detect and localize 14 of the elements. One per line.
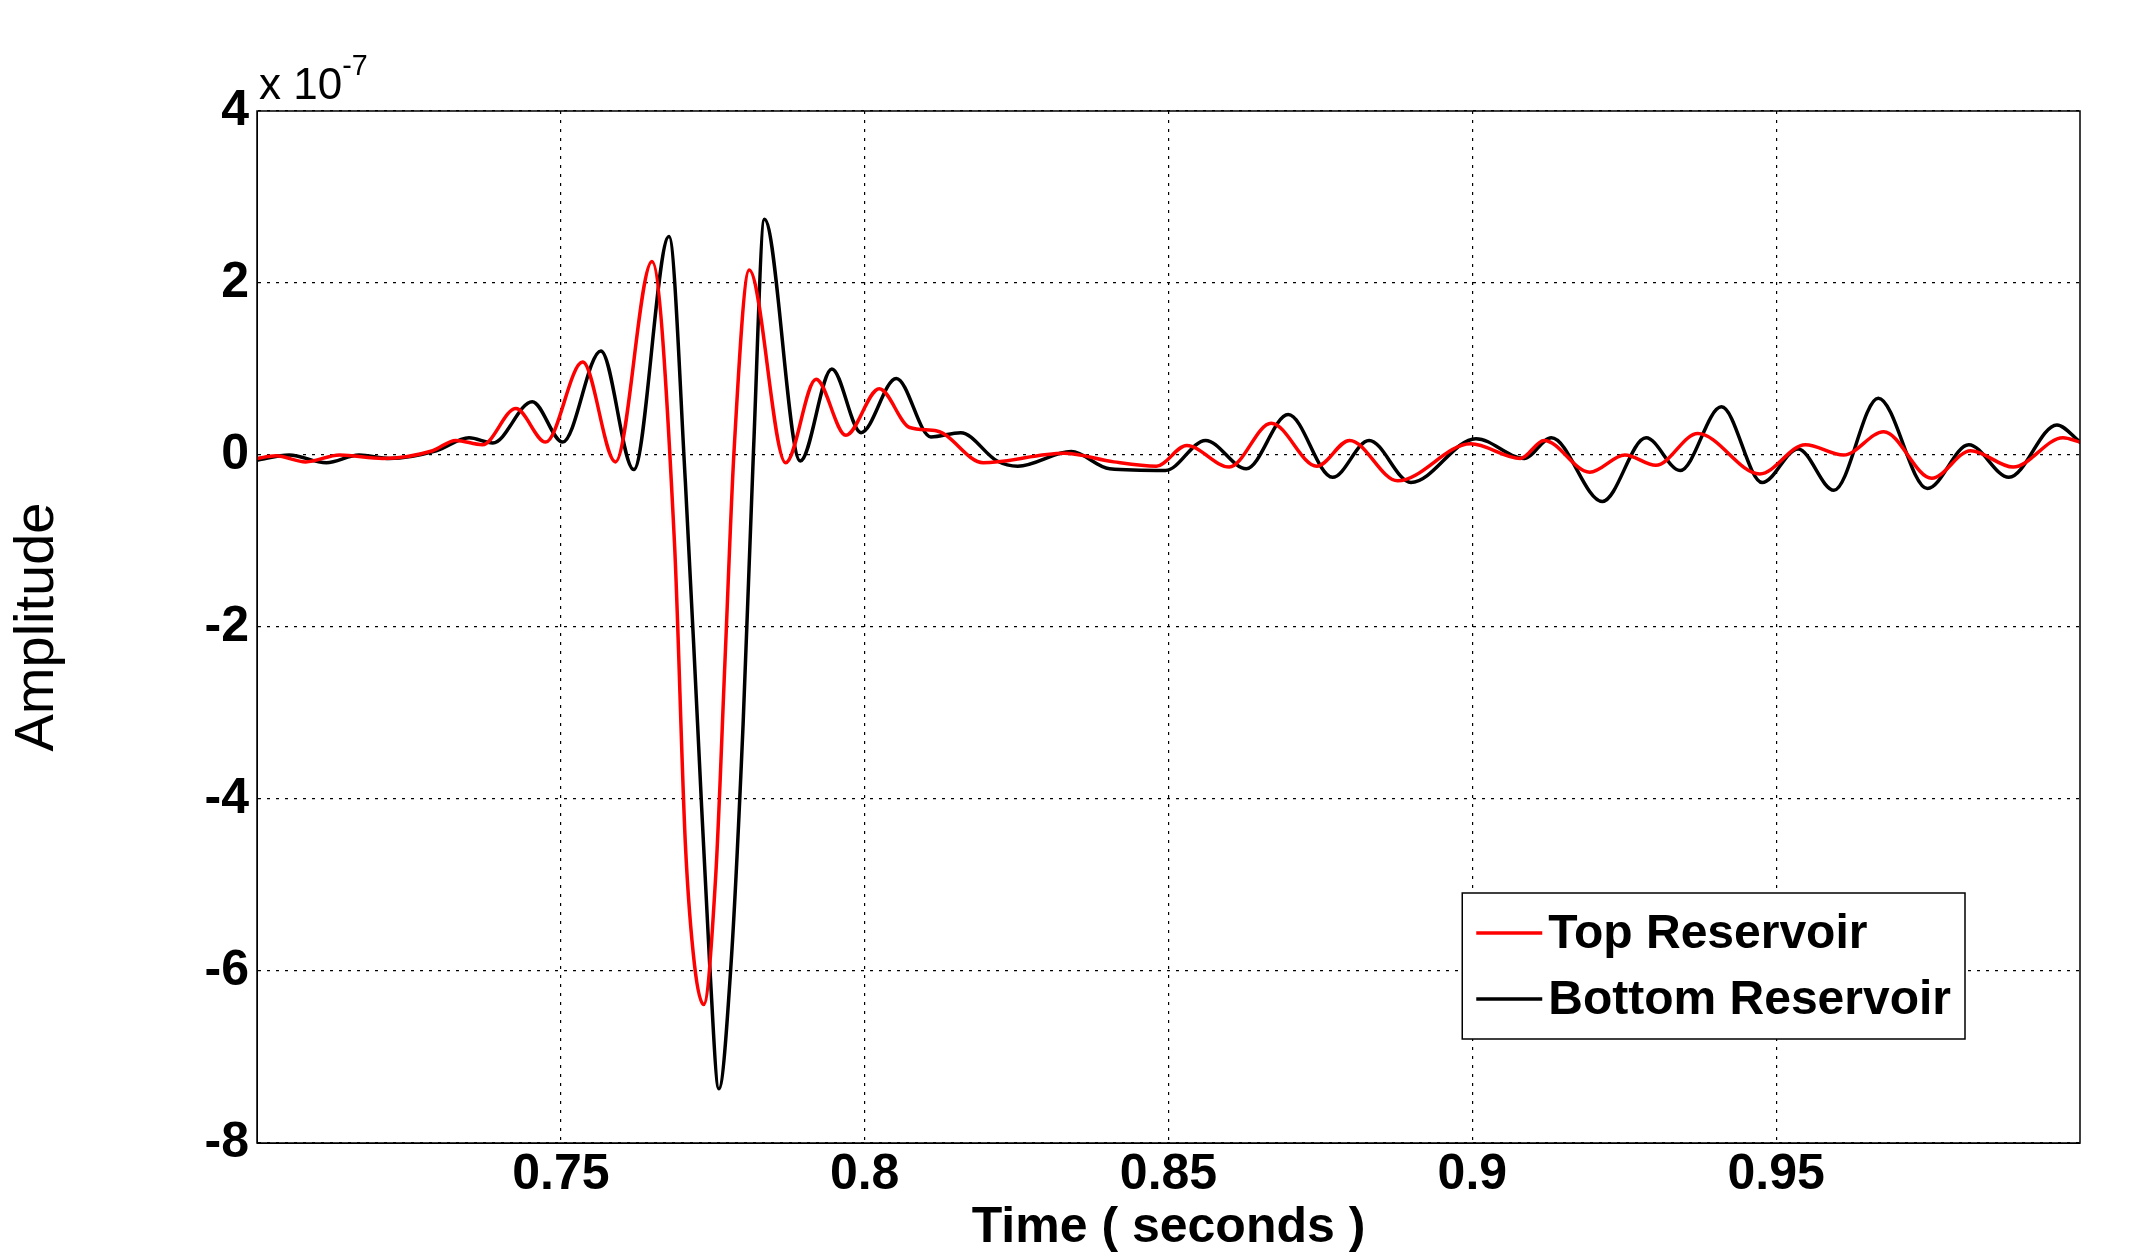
y-tick-label: -6 <box>204 939 249 996</box>
y-tick-label: -2 <box>204 595 249 652</box>
y-tick-label: 2 <box>221 251 249 308</box>
y-tick-label: 0 <box>221 423 249 480</box>
x-tick-label: 0.8 <box>829 1143 900 1200</box>
x-tick-label: 0.75 <box>512 1143 610 1200</box>
y-tick-label: -4 <box>204 767 250 824</box>
y-axis-title: Amplitude <box>2 502 66 752</box>
y-tick-label: 4 <box>221 79 250 136</box>
y-tick-label: -8 <box>204 1111 249 1168</box>
legend-label: Bottom Reservoir <box>1548 971 1951 1025</box>
legend-label: Top Reservoir <box>1548 905 1868 959</box>
x-tick-label: 0.95 <box>1727 1143 1825 1200</box>
x-tick-label: 0.9 <box>1437 1143 1508 1200</box>
